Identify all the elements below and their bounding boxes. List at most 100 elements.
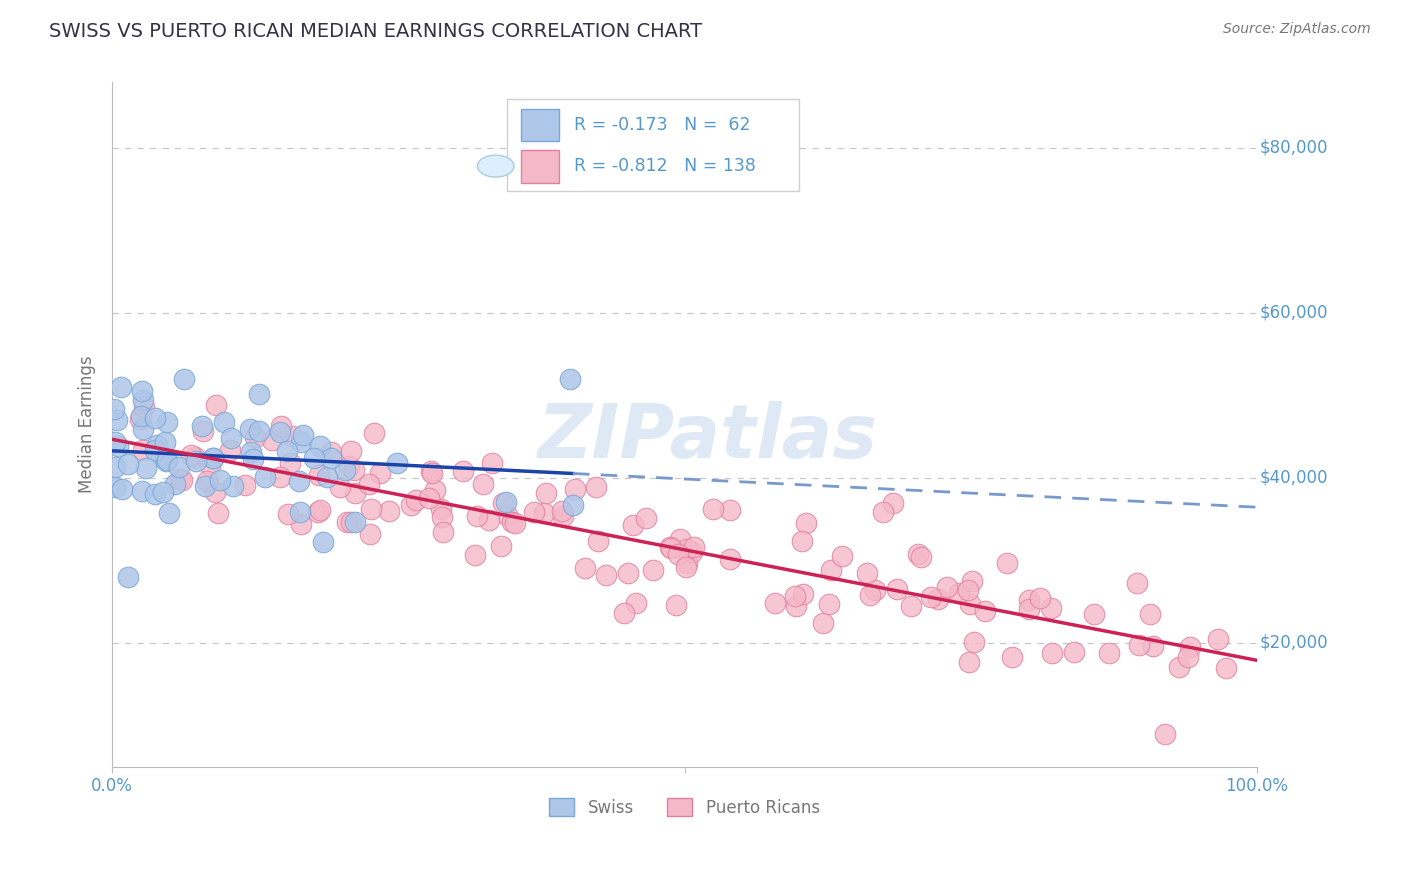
Point [131, 421, 153, 435]
Point [360, 502, 382, 516]
Point [277, 507, 299, 521]
Point [173, 372, 195, 386]
Point [1098, 646, 1121, 660]
Point [957, 583, 980, 598]
Point [659, 540, 682, 554]
Point [959, 598, 981, 612]
Point [558, 372, 581, 386]
Y-axis label: Median Earnings: Median Earnings [79, 355, 96, 493]
Point [997, 556, 1019, 570]
Point [564, 482, 586, 496]
Point [451, 464, 474, 478]
Point [117, 570, 139, 584]
Point [1128, 638, 1150, 652]
Point [132, 392, 155, 407]
Point [204, 484, 226, 499]
FancyBboxPatch shape [520, 150, 558, 183]
Point [233, 478, 256, 492]
Point [239, 445, 262, 459]
Point [872, 505, 894, 519]
Point [960, 574, 983, 589]
Point [669, 533, 692, 547]
Point [1083, 607, 1105, 622]
Point [290, 435, 312, 450]
Legend: Swiss, Puerto Ricans: Swiss, Puerto Ricans [543, 792, 827, 823]
Point [242, 451, 264, 466]
Point [501, 515, 523, 529]
Point [675, 557, 697, 571]
Point [882, 496, 904, 510]
Point [276, 443, 298, 458]
Point [489, 539, 512, 553]
Point [143, 487, 166, 501]
Point [523, 505, 546, 519]
Point [167, 459, 190, 474]
Point [321, 450, 343, 465]
Point [308, 468, 330, 483]
Point [831, 549, 853, 563]
Point [495, 495, 517, 509]
Point [1167, 659, 1189, 673]
Point [132, 443, 155, 458]
Point [586, 533, 609, 548]
Point [666, 547, 689, 561]
Point [718, 502, 741, 516]
Point [595, 568, 617, 582]
Point [681, 544, 703, 558]
Point [194, 479, 217, 493]
Point [219, 431, 242, 445]
Point [129, 409, 152, 423]
Point [329, 480, 352, 494]
Point [399, 499, 422, 513]
Point [1154, 726, 1177, 740]
Point [886, 582, 908, 596]
Point [718, 552, 741, 566]
Point [794, 516, 817, 530]
Point [1215, 660, 1237, 674]
Point [311, 535, 333, 549]
Point [270, 419, 292, 434]
Point [432, 525, 454, 540]
Point [492, 496, 515, 510]
Text: $60,000: $60,000 [1260, 304, 1327, 322]
Point [205, 398, 228, 412]
Point [190, 418, 212, 433]
Point [585, 480, 607, 494]
Point [195, 474, 218, 488]
Point [146, 437, 169, 451]
Point [927, 592, 949, 607]
Point [249, 387, 271, 401]
Point [359, 527, 381, 541]
Point [1040, 601, 1063, 615]
Text: $40,000: $40,000 [1260, 469, 1327, 487]
Point [682, 541, 704, 555]
Point [218, 442, 240, 457]
Point [907, 547, 929, 561]
Text: ZIPatlas: ZIPatlas [537, 401, 877, 475]
Point [368, 467, 391, 481]
FancyBboxPatch shape [520, 109, 558, 142]
Point [430, 509, 453, 524]
Point [107, 439, 129, 453]
Point [561, 498, 583, 512]
Point [935, 580, 957, 594]
Point [900, 599, 922, 614]
Point [104, 434, 127, 449]
Point [169, 472, 191, 486]
Text: SWISS VS PUERTO RICAN MEDIAN EARNINGS CORRELATION CHART: SWISS VS PUERTO RICAN MEDIAN EARNINGS CO… [49, 22, 703, 41]
Point [343, 515, 366, 529]
Point [481, 456, 503, 470]
Point [1139, 607, 1161, 622]
Point [792, 587, 814, 601]
Point [269, 470, 291, 484]
Point [222, 478, 245, 492]
Text: $80,000: $80,000 [1260, 139, 1327, 157]
Point [340, 515, 363, 529]
Point [135, 461, 157, 475]
Point [191, 424, 214, 438]
Point [309, 439, 332, 453]
Point [920, 590, 942, 604]
Point [471, 477, 494, 491]
Point [239, 422, 262, 436]
Point [387, 456, 409, 470]
